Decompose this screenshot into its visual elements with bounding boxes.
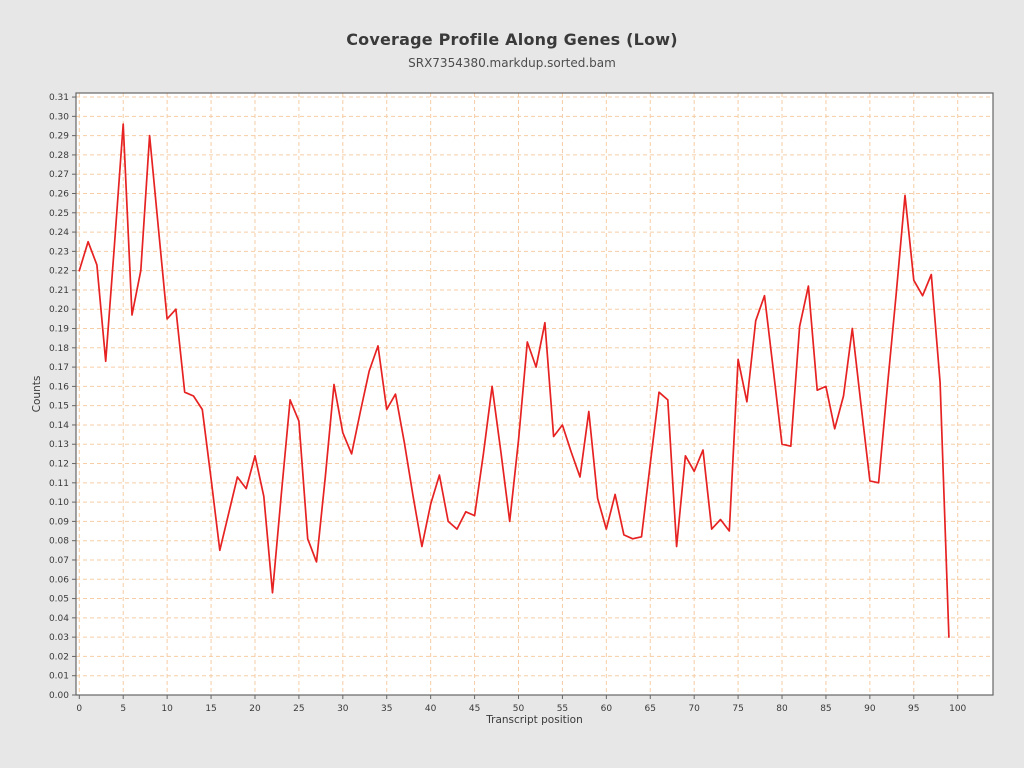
y-tick-label: 0.24	[49, 228, 69, 238]
x-tick-label: 15	[205, 704, 216, 714]
x-tick-label: 20	[249, 704, 261, 714]
x-tick-label: 90	[864, 704, 876, 714]
x-tick-label: 25	[293, 704, 304, 714]
x-tick-label: 55	[557, 704, 568, 714]
x-tick-label: 45	[469, 704, 480, 714]
y-tick-label: 0.05	[49, 595, 69, 605]
x-tick-label: 50	[513, 704, 525, 714]
y-tick-label: 0.21	[49, 286, 69, 296]
y-tick-label: 0.31	[49, 93, 69, 103]
y-tick-label: 0.10	[49, 498, 69, 508]
y-tick-label: 0.29	[49, 132, 69, 142]
y-tick-label: 0.16	[49, 382, 69, 392]
y-tick-label: 0.19	[49, 325, 69, 335]
y-tick-label: 0.04	[49, 614, 69, 624]
x-tick-label: 30	[337, 704, 349, 714]
y-tick-label: 0.09	[49, 517, 69, 527]
y-tick-label: 0.15	[49, 402, 69, 412]
y-tick-label: 0.03	[49, 633, 69, 643]
x-tick-label: 75	[732, 704, 743, 714]
chart-title: Coverage Profile Along Genes (Low)	[346, 30, 678, 49]
plot-frame	[75, 92, 994, 696]
y-tick-label: 0.13	[49, 440, 69, 450]
y-tick-label: 0.17	[49, 363, 69, 373]
x-tick-label: 40	[425, 704, 437, 714]
y-tick-label: 0.30	[49, 112, 69, 122]
y-tick-label: 0.25	[49, 209, 69, 219]
x-tick-label: 80	[776, 704, 788, 714]
coverage-line	[78, 123, 950, 638]
y-tick-label: 0.27	[49, 170, 69, 180]
y-tick-label: 0.23	[49, 247, 69, 257]
x-tick-label: 95	[908, 704, 919, 714]
y-tick-label: 0.22	[49, 267, 69, 277]
y-tick-label: 0.07	[49, 556, 69, 566]
y-tick-label: 0.20	[49, 305, 69, 315]
plot-background	[76, 93, 993, 695]
y-tick-label: 0.01	[49, 672, 69, 682]
y-tick-label: 0.00	[49, 691, 69, 701]
y-tick-label: 0.26	[49, 189, 69, 199]
x-tick-label: 35	[381, 704, 392, 714]
x-tick-label: 10	[161, 704, 173, 714]
x-axis-label: Transcript position	[486, 714, 583, 726]
x-tick-label: 100	[949, 704, 966, 714]
x-tick-label: 60	[601, 704, 613, 714]
y-tick-label: 0.11	[49, 479, 69, 489]
x-tick-label: 5	[120, 704, 126, 714]
y-tick-label: 0.12	[49, 460, 69, 470]
y-tick-label: 0.28	[49, 151, 69, 161]
x-tick-label: 0	[76, 704, 82, 714]
y-tick-label: 0.02	[49, 652, 69, 662]
y-tick-label: 0.06	[49, 575, 69, 585]
chart-subtitle: SRX7354380.markdup.sorted.bam	[408, 56, 616, 70]
y-tick-label: 0.14	[49, 421, 69, 431]
y-tick-label: 0.18	[49, 344, 69, 354]
x-tick-label: 65	[645, 704, 656, 714]
y-tick-label: 0.08	[49, 537, 69, 547]
x-tick-label: 70	[688, 704, 700, 714]
x-tick-label: 85	[820, 704, 831, 714]
